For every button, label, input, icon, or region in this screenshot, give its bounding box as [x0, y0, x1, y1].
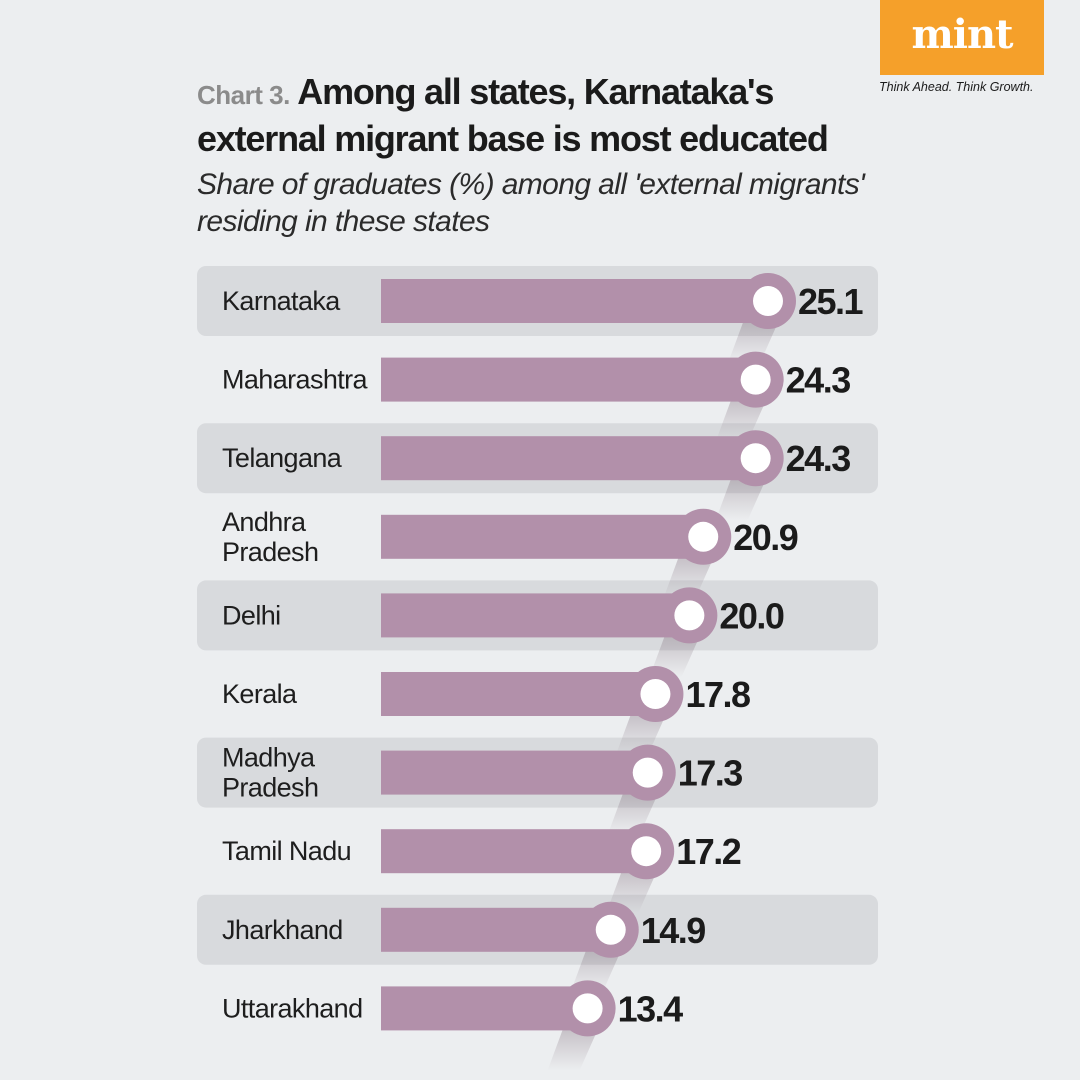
- chart-number: Chart 3.: [197, 80, 290, 110]
- category-label-andhra-pradesh: Andhra Pradesh: [222, 507, 318, 567]
- marker-center-madhya-pradesh: [632, 757, 663, 788]
- category-label-maharashtra: Maharashtra: [222, 365, 369, 395]
- category-label-delhi: Delhi: [222, 600, 281, 630]
- bars: [381, 279, 768, 1031]
- marker-center-tamil-nadu: [631, 836, 662, 867]
- marker-center-maharashtra: [740, 364, 771, 395]
- category-label-kerala: Kerala: [222, 679, 298, 709]
- marker-center-telangana: [740, 443, 771, 474]
- marker-center-karnataka: [753, 286, 783, 316]
- value-label-delhi: 20.0: [719, 595, 784, 636]
- marker-center-uttarakhand: [572, 993, 603, 1024]
- bar-tamil-nadu: [381, 829, 647, 874]
- marker-center-kerala: [640, 679, 671, 709]
- bar-end-markers: [559, 273, 796, 1037]
- bar-kerala: [381, 672, 656, 716]
- bar-maharashtra: [381, 357, 756, 402]
- bar-madhya-pradesh: [381, 750, 648, 795]
- logo-text: mint: [911, 11, 1013, 58]
- bar-telangana: [381, 436, 756, 481]
- marker-center-delhi: [674, 600, 705, 631]
- bar-uttarakhand: [381, 986, 588, 1031]
- category-label-telangana: Telangana: [222, 443, 343, 473]
- value-label-madhya-pradesh: 17.3: [678, 753, 743, 794]
- value-label-jharkhand: 14.9: [641, 910, 706, 951]
- category-label-jharkhand: Jharkhand: [222, 915, 343, 945]
- value-label-uttarakhand: 13.4: [618, 988, 684, 1029]
- mint-logo: mint: [880, 0, 1044, 75]
- bar-jharkhand: [381, 907, 611, 952]
- value-label-andhra-pradesh: 20.9: [733, 517, 798, 558]
- value-label-karnataka: 25.1: [798, 281, 864, 322]
- brand-tagline: Think Ahead. Think Growth.: [879, 80, 1034, 94]
- bar-andhra-pradesh: [381, 514, 704, 559]
- category-labels: Karnataka Maharashtra Telangana Andhra Prade…: [222, 286, 369, 1023]
- value-label-kerala: 17.8: [685, 674, 750, 715]
- category-label-uttarakhand: Uttarakhand: [222, 993, 363, 1023]
- bar-karnataka: [381, 279, 768, 323]
- bar-delhi: [381, 593, 690, 638]
- category-label-tamil-nadu: Tamil Nadu: [222, 836, 351, 866]
- marker-center-jharkhand: [595, 914, 626, 945]
- marker-center-andhra-pradesh: [688, 521, 719, 552]
- value-label-telangana: 24.3: [786, 438, 851, 479]
- chart-title: Chart 3. Among all states, Karnataka's e…: [197, 70, 877, 161]
- category-label-karnataka: Karnataka: [222, 286, 341, 316]
- value-labels: 25.1 24.3 24.3 20.9 20.0 17.8 17.3 17.2 14.9 13.4: [618, 281, 865, 1029]
- value-label-maharashtra: 24.3: [786, 360, 851, 401]
- value-label-tamil-nadu: 17.2: [676, 831, 741, 872]
- chart-subtitle: Share of graduates (%) among all 'extern…: [197, 168, 865, 238]
- category-label-madhya-pradesh: Madhya Pradesh: [222, 743, 318, 803]
- chart-title-text: Among all states, Karnataka's external m…: [197, 71, 829, 159]
